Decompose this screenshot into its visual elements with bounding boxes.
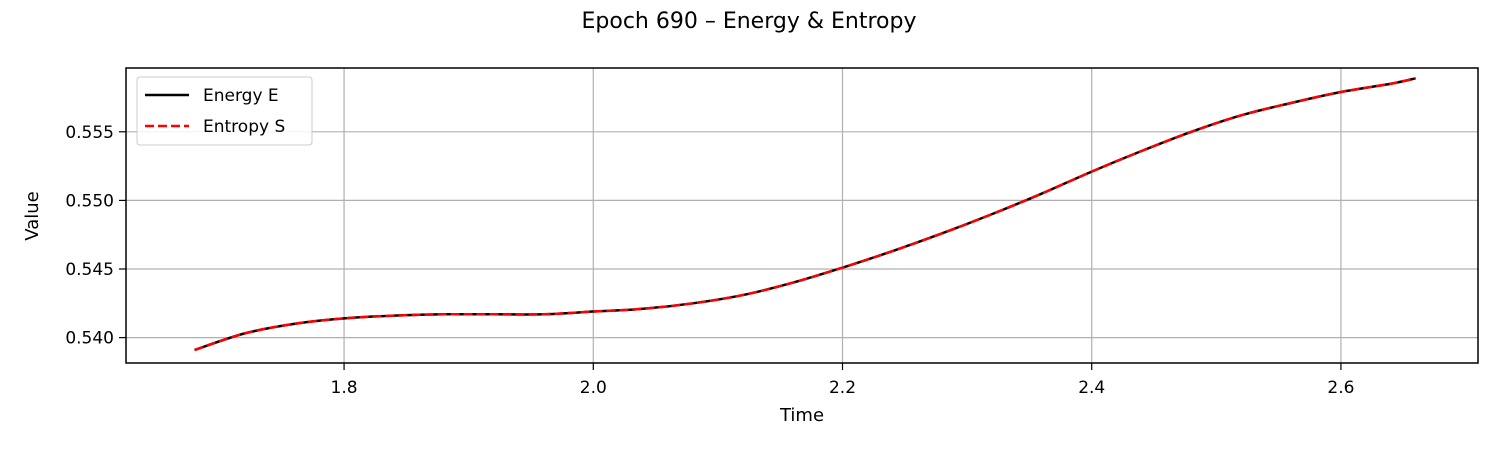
plot-frame <box>125 67 1479 364</box>
y-axis-ticks: 0.540 0.545 0.550 0.555 <box>65 123 126 349</box>
x-axis-label: Time <box>779 405 824 426</box>
legend-label-entropy: Entropy S <box>203 117 285 137</box>
y-tick-label: 0.550 <box>65 191 114 211</box>
x-tick-label: 2.4 <box>1078 378 1105 398</box>
x-tick-label: 2.2 <box>829 378 856 398</box>
legend-label-energy: Energy E <box>203 86 279 106</box>
y-axis-label: Value <box>22 191 43 240</box>
y-tick-label: 0.555 <box>65 123 114 143</box>
x-tick-label: 2.6 <box>1327 378 1354 398</box>
x-tick-label: 2.0 <box>580 378 607 398</box>
grid <box>126 68 1478 363</box>
chart-title: Epoch 690 – Energy & Entropy <box>582 9 917 34</box>
plot-lines <box>194 77 1416 352</box>
x-tick-label: 1.8 <box>331 378 358 398</box>
series-line-entropy-s <box>194 77 1416 352</box>
x-axis-ticks: 1.8 2.0 2.2 2.4 2.6 <box>331 363 1354 398</box>
y-tick-label: 0.540 <box>65 329 114 349</box>
legend: Energy E Entropy S <box>136 76 313 146</box>
y-tick-label: 0.545 <box>65 260 114 280</box>
